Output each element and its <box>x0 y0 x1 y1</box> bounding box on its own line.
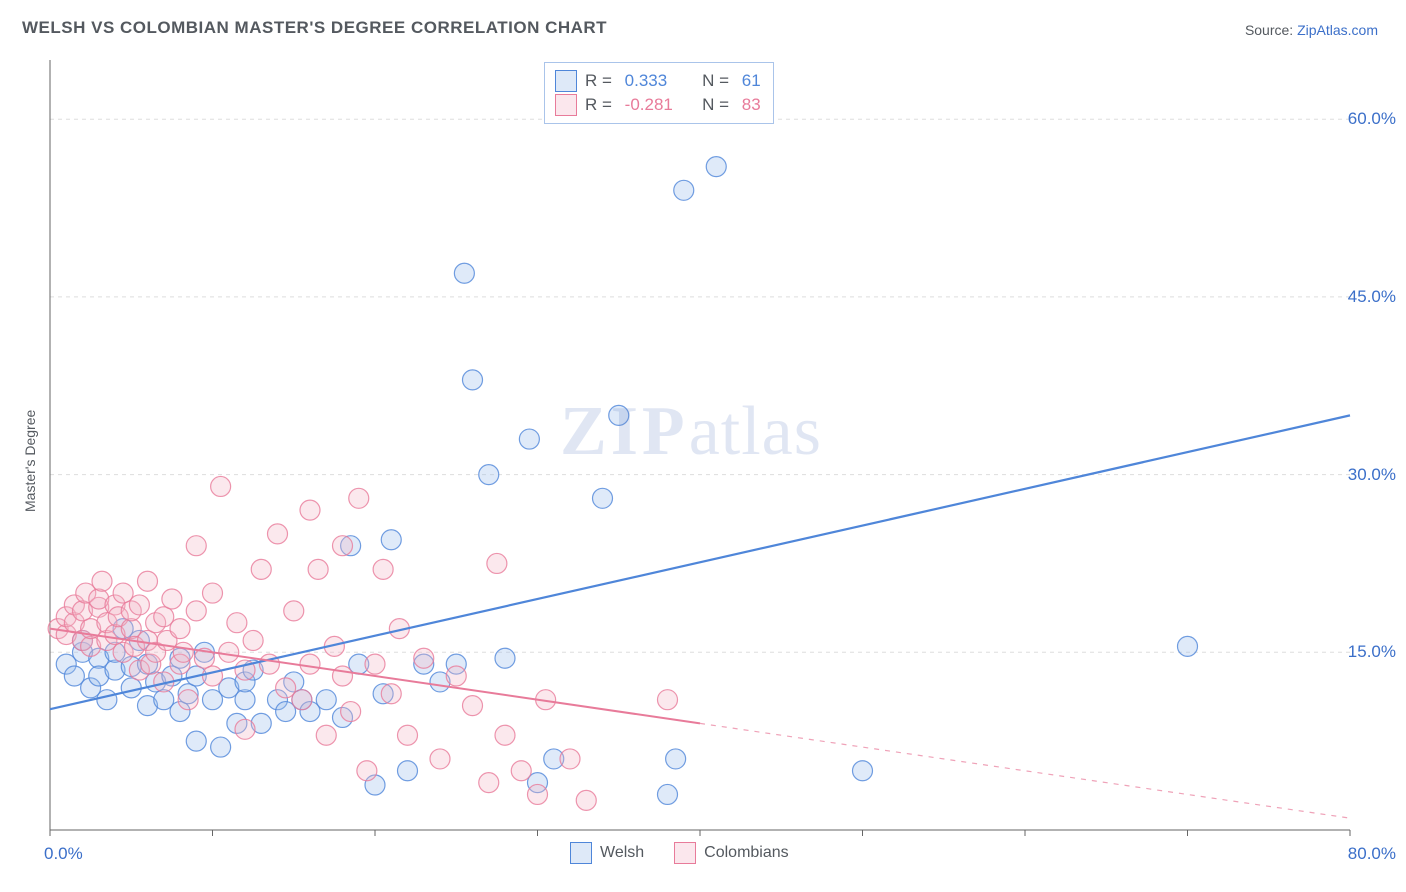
legend-r-value: 0.333 <box>625 71 685 91</box>
series-legend: Welsh Colombians <box>570 842 789 864</box>
legend-n-label: N = <box>693 71 734 91</box>
axis-tick-label: 80.0% <box>1348 844 1396 864</box>
legend-r-label: R = <box>585 71 617 91</box>
axis-tick-label: 45.0% <box>1348 287 1396 307</box>
legend-swatch <box>570 842 592 864</box>
source-prefix: Source: <box>1245 22 1297 38</box>
scatter-chart <box>0 52 1406 892</box>
axis-tick-label: 60.0% <box>1348 109 1396 129</box>
series-name: Welsh <box>600 844 644 862</box>
legend-r-label: R = <box>585 95 617 115</box>
legend-n-label: N = <box>693 95 734 115</box>
legend-r-value: -0.281 <box>625 95 685 115</box>
series-legend-item: Colombians <box>674 842 788 864</box>
legend-n-value: 83 <box>742 95 761 115</box>
legend-swatch <box>674 842 696 864</box>
axis-tick-label: 15.0% <box>1348 642 1396 662</box>
series-legend-item: Welsh <box>570 842 644 864</box>
legend-swatch <box>555 70 577 92</box>
axis-tick-label: 30.0% <box>1348 465 1396 485</box>
chart-title: WELSH VS COLOMBIAN MASTER'S DEGREE CORRE… <box>22 18 607 38</box>
legend-n-value: 61 <box>742 71 761 91</box>
correlation-legend: R = 0.333 N = 61R = -0.281 N = 83 <box>544 62 774 124</box>
chart-container: Master's Degree ZIPatlas R = 0.333 N = 6… <box>0 52 1406 892</box>
source-link[interactable]: ZipAtlas.com <box>1297 22 1378 38</box>
axis-tick-label: 0.0% <box>44 844 83 864</box>
source-attribution: Source: ZipAtlas.com <box>1245 22 1378 38</box>
legend-row: R = -0.281 N = 83 <box>555 93 761 117</box>
legend-row: R = 0.333 N = 61 <box>555 69 761 93</box>
legend-swatch <box>555 94 577 116</box>
series-name: Colombians <box>704 844 788 862</box>
